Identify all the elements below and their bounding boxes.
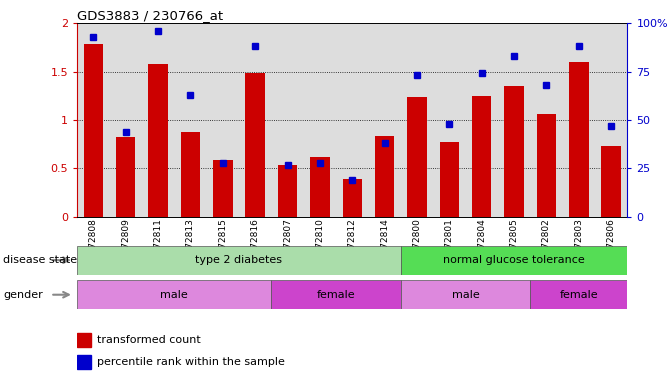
Bar: [530, 280, 627, 309]
Text: gender: gender: [3, 290, 43, 300]
Text: disease state: disease state: [3, 255, 77, 265]
Text: normal glucose tolerance: normal glucose tolerance: [444, 255, 585, 265]
Text: female: female: [317, 290, 356, 300]
Bar: [310, 157, 329, 217]
Bar: [505, 86, 524, 217]
Bar: [77, 355, 91, 369]
Bar: [375, 136, 395, 217]
Bar: [472, 96, 491, 217]
Text: type 2 diabetes: type 2 diabetes: [195, 255, 282, 265]
Bar: [213, 160, 233, 217]
Bar: [407, 97, 427, 217]
Bar: [116, 137, 136, 217]
Text: male: male: [160, 290, 188, 300]
Text: female: female: [560, 290, 598, 300]
Bar: [77, 246, 401, 275]
Bar: [278, 165, 297, 217]
Text: transformed count: transformed count: [97, 335, 201, 345]
Bar: [246, 73, 265, 217]
Bar: [401, 246, 627, 275]
Text: GDS3883 / 230766_at: GDS3883 / 230766_at: [77, 9, 223, 22]
Bar: [77, 280, 271, 309]
Bar: [343, 179, 362, 217]
Text: male: male: [452, 290, 480, 300]
Bar: [440, 142, 459, 217]
Bar: [148, 64, 168, 217]
Text: percentile rank within the sample: percentile rank within the sample: [97, 358, 285, 367]
Bar: [84, 45, 103, 217]
Bar: [77, 333, 91, 348]
Bar: [401, 280, 530, 309]
Bar: [601, 146, 621, 217]
Bar: [537, 114, 556, 217]
Bar: [271, 280, 401, 309]
Bar: [569, 62, 588, 217]
Bar: [180, 132, 200, 217]
